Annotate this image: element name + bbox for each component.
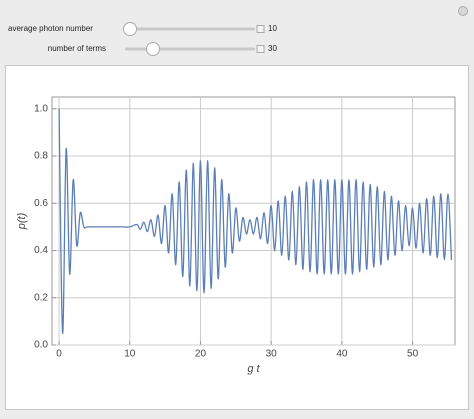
data-line xyxy=(58,108,453,334)
expand-button[interactable] xyxy=(256,45,265,53)
expand-button[interactable] xyxy=(256,25,265,33)
y-axis-label: p(t) xyxy=(16,212,28,230)
y-tick-label: 0.4 xyxy=(34,245,48,256)
x-tick-label: 0 xyxy=(56,349,62,360)
control-label: average photon number xyxy=(8,24,93,33)
y-tick-label: 0.2 xyxy=(34,292,48,303)
y-tick-label: 0.0 xyxy=(34,340,48,351)
slider-thumb[interactable] xyxy=(123,22,137,36)
y-tick-label: 0.6 xyxy=(34,198,48,209)
gear-button[interactable] xyxy=(458,6,468,16)
y-tick-label: 0.8 xyxy=(34,151,48,162)
y-tick-label: 1.0 xyxy=(34,103,48,114)
x-tick-label: 10 xyxy=(124,349,136,360)
x-axis-label: g t xyxy=(247,363,260,375)
slider-track[interactable] xyxy=(125,47,255,51)
x-tick-label: 30 xyxy=(266,349,278,360)
control-label: number of terms xyxy=(48,44,106,53)
x-tick-label: 20 xyxy=(195,349,207,360)
x-tick-label: 50 xyxy=(407,349,419,360)
x-tick-label: 40 xyxy=(336,349,348,360)
control-value: 10 xyxy=(268,24,277,33)
slider-thumb[interactable] xyxy=(146,42,160,56)
slider-track[interactable] xyxy=(125,27,255,31)
plot-frame xyxy=(51,96,456,346)
plot: 0 10 20 30 40 50 0.0 0.2 0.4 0.6 0.8 1.0 g t p(t) xyxy=(16,96,456,375)
control-value: 30 xyxy=(268,44,277,53)
